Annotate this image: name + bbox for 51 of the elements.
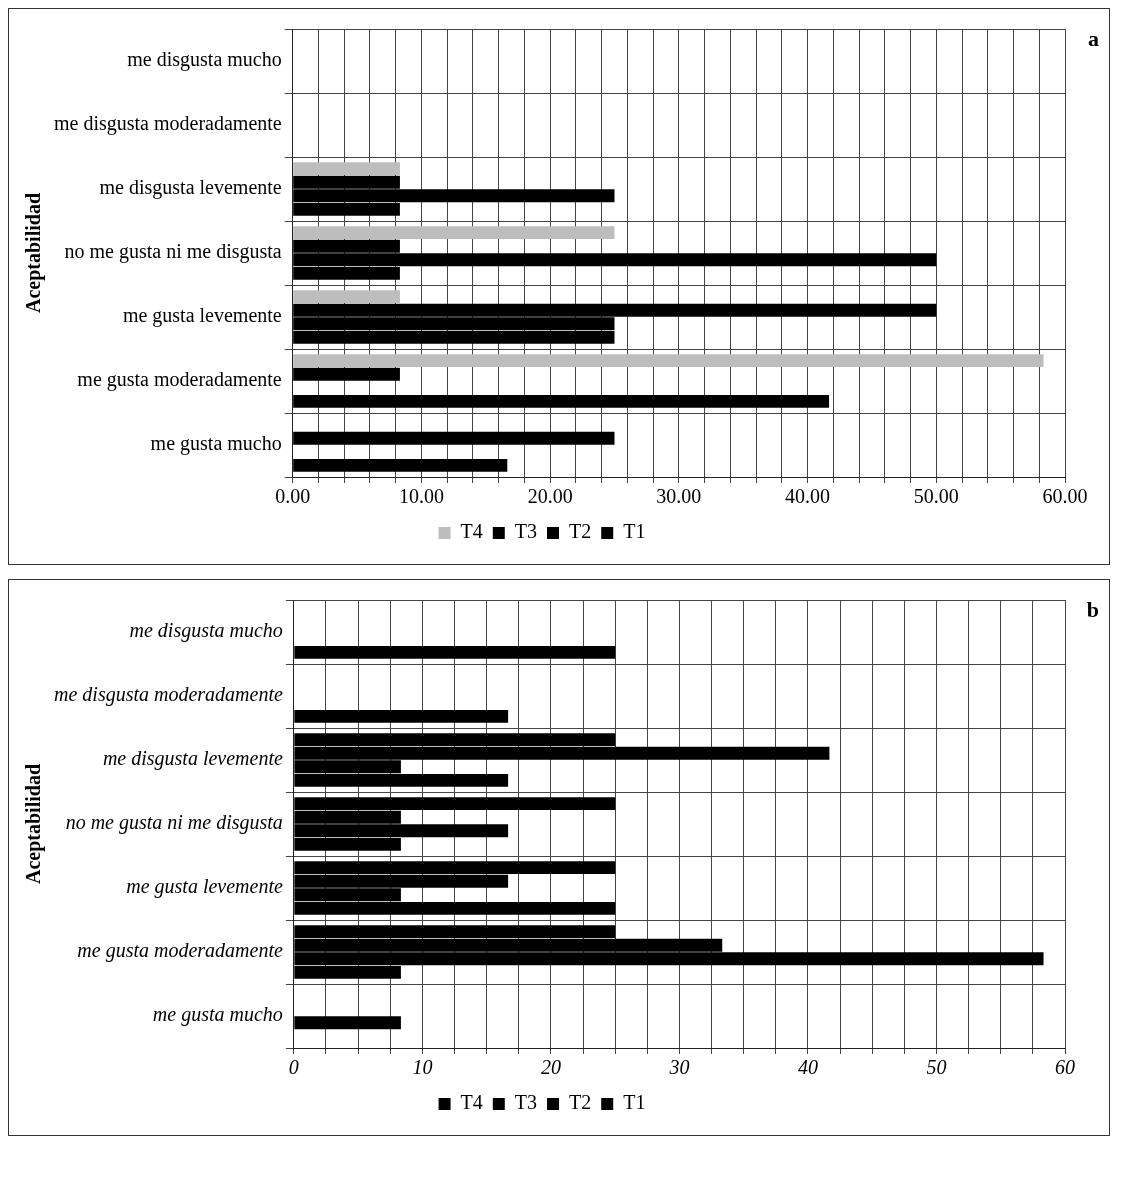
y-tick-label: me gusta levemente bbox=[126, 875, 283, 899]
bar bbox=[293, 367, 400, 381]
y-tick-label: me disgusta mucho bbox=[129, 619, 283, 643]
bar bbox=[293, 354, 1044, 368]
y-axis-title: Aceptabilidad bbox=[22, 763, 46, 885]
y-axis-title: Aceptabilidad bbox=[22, 192, 46, 314]
bar bbox=[293, 226, 615, 240]
x-tick-label: 40 bbox=[797, 1056, 818, 1079]
y-tick-label: me disgusta levemente bbox=[102, 747, 283, 771]
legend-label: T2 bbox=[569, 520, 592, 543]
bar bbox=[293, 431, 615, 445]
y-tick-label: no me gusta ni me disgusta bbox=[65, 811, 283, 835]
x-tick-label: 30 bbox=[668, 1056, 690, 1079]
y-tick-label: me disgusta levemente bbox=[99, 176, 282, 200]
y-tick-label: me gusta levemente bbox=[122, 304, 282, 328]
legend-label: T3 bbox=[514, 520, 537, 543]
x-tick-label: 0.00 bbox=[275, 485, 311, 508]
legend-label: T1 bbox=[623, 520, 646, 543]
y-tick-label: me disgusta moderadamente bbox=[53, 112, 282, 136]
x-tick-label: 20 bbox=[540, 1056, 561, 1079]
text: a bbox=[1088, 25, 1099, 51]
y-tick-label: no me gusta ni me disgusta bbox=[64, 240, 282, 264]
bar bbox=[293, 162, 400, 176]
legend-label: T4 bbox=[460, 520, 483, 543]
y-tick-label: me gusta mucho bbox=[152, 1003, 283, 1027]
y-tick-label: me gusta moderadamente bbox=[77, 939, 283, 963]
x-tick-label: 50.00 bbox=[913, 485, 959, 508]
x-tick-label: 0 bbox=[288, 1056, 299, 1079]
x-tick-label: 50 bbox=[926, 1056, 947, 1079]
legend-label: T4 bbox=[460, 1091, 483, 1114]
y-tick-label: me gusta moderadamente bbox=[77, 368, 282, 392]
y-tick-label: me gusta mucho bbox=[150, 432, 282, 456]
bar bbox=[293, 394, 830, 408]
x-tick-label: 60.00 bbox=[1042, 485, 1088, 508]
x-tick-label: 10.00 bbox=[398, 485, 444, 508]
text: b bbox=[1086, 596, 1099, 622]
bar bbox=[294, 709, 509, 723]
bar bbox=[294, 645, 616, 659]
y-tick-label: me disgusta moderadamente bbox=[54, 683, 283, 707]
x-tick-label: 60 bbox=[1055, 1056, 1075, 1079]
legend-label: T3 bbox=[514, 1091, 537, 1114]
x-tick-label: 10 bbox=[412, 1056, 433, 1079]
bar bbox=[294, 1016, 401, 1030]
x-tick-label: 30.00 bbox=[656, 485, 702, 508]
x-tick-label: 20.00 bbox=[527, 485, 573, 508]
bar bbox=[293, 290, 400, 304]
bar bbox=[293, 458, 508, 472]
x-tick-label: 40.00 bbox=[785, 485, 831, 508]
legend-label: T2 bbox=[569, 1091, 592, 1114]
legend-label: T1 bbox=[623, 1091, 646, 1114]
y-tick-label: me disgusta mucho bbox=[127, 48, 282, 72]
